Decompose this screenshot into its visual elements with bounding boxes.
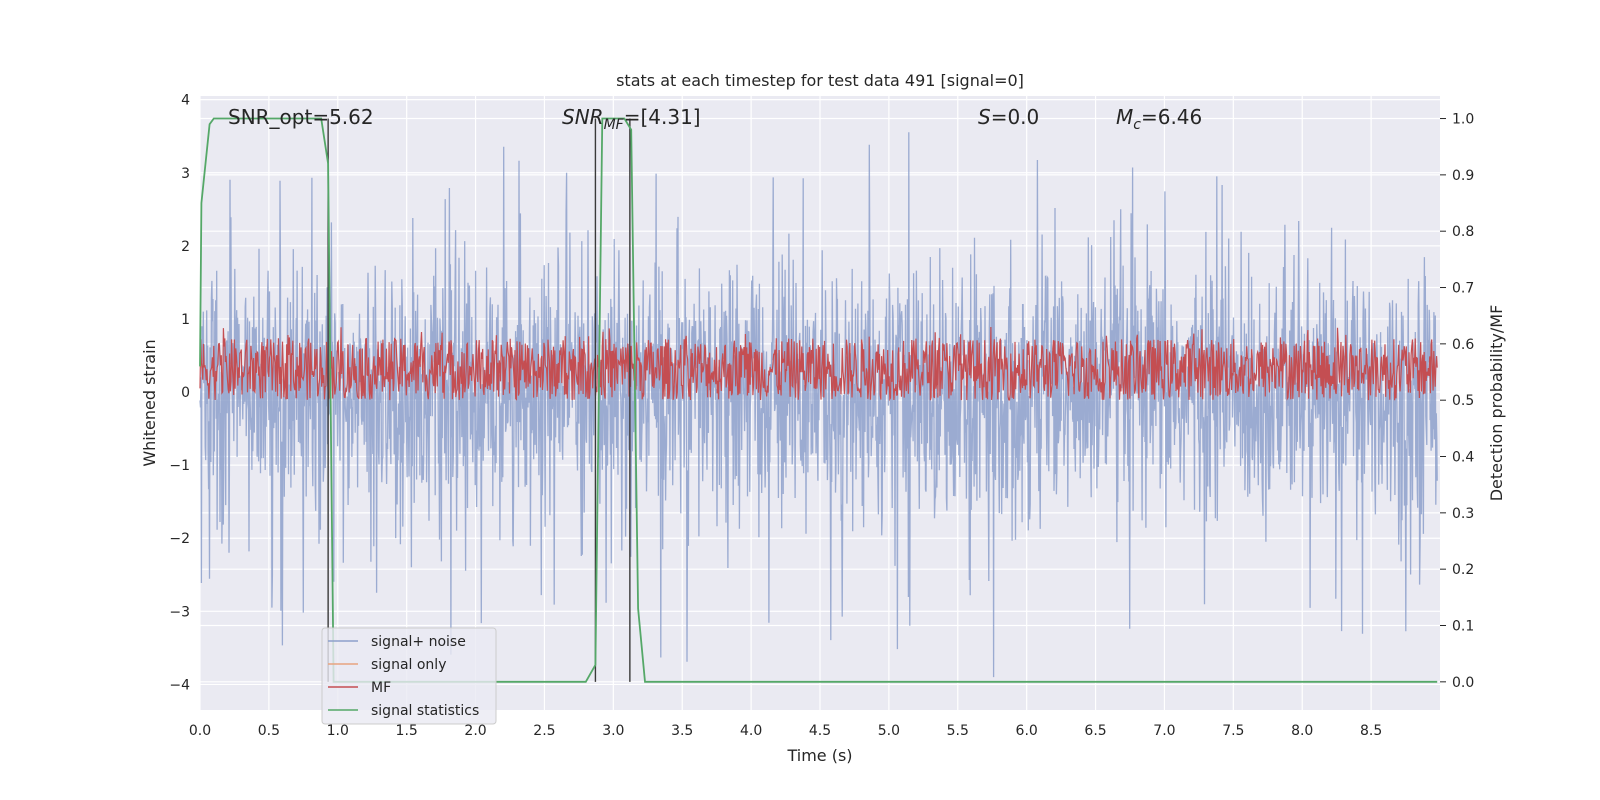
legend-label-mf: MF [371, 680, 391, 696]
y-left-axis-label: Whitened strain [140, 339, 159, 466]
mf-line [199, 326, 1438, 402]
x-tick-label: 2.5 [533, 723, 555, 739]
x-tick-label: 5.5 [947, 723, 969, 739]
snr-mf-value: =[4.31] [624, 105, 701, 129]
annotation-mc: Mc=6.46 [1116, 105, 1202, 133]
legend-box [321, 627, 497, 725]
y-right-tick-labels: 1.0 0.9 0.8 0.7 0.6 0.5 0.4 0.3 0.2 0.1 0.0 [1452, 112, 1474, 691]
x-tick-label: 3.5 [671, 723, 693, 739]
x-tick-label: 7.5 [1222, 723, 1244, 739]
x-axis-label: Time (s) [786, 746, 852, 765]
x-tick-label: 7.0 [1153, 723, 1175, 739]
x-tick-label: 5.0 [878, 723, 900, 739]
y-right-tick-label: 0.5 [1452, 393, 1474, 409]
legend-label-signal-only: signal only [371, 657, 446, 673]
series-mf [199, 326, 1438, 402]
y-right-tick-label: 0.0 [1452, 675, 1474, 691]
snr-mf-main: SNR [562, 105, 604, 129]
x-tick-label: 3.0 [602, 723, 624, 739]
y-left-tick-labels: 4 3 2 1 0 −1 −2 −3 −4 [169, 93, 190, 694]
y-right-tick-label: 1.0 [1452, 112, 1474, 128]
legend-label-stats: signal statistics [371, 703, 479, 719]
y-left-tick-label: −4 [169, 677, 190, 693]
y-left-tick-label: 1 [181, 312, 190, 328]
annotation-snr-mf: SNRMF=[4.31] [562, 105, 701, 133]
annotation-snr-opt: SNR_opt=5.62 [228, 105, 374, 129]
x-tick-label: 6.0 [1016, 723, 1038, 739]
y-left-tick-label: −3 [169, 604, 190, 620]
annotation-s: S=0.0 [978, 105, 1039, 129]
signal-statistics-line [199, 117, 1438, 683]
x-tick-label: 8.5 [1360, 723, 1382, 739]
x-tick-label: 0.0 [189, 723, 211, 739]
y-right-tick-label: 0.8 [1452, 224, 1474, 240]
mc-main: M [1116, 105, 1133, 129]
s-main: S [978, 105, 991, 129]
y-right-tick-label: 0.7 [1452, 281, 1474, 297]
y-left-tick-label: −1 [169, 458, 190, 474]
y-right-axis-label: Detection probability/MF [1487, 305, 1506, 502]
y-right-tick-label: 0.1 [1452, 619, 1474, 635]
y-right-tick-label: 0.6 [1452, 337, 1474, 353]
y-left-tick-label: 3 [181, 166, 190, 182]
legend-label-noise: signal+ noise [371, 634, 466, 650]
snr-mf-sub: MF [604, 117, 625, 133]
y-left-tick-label: −2 [169, 531, 190, 547]
x-tick-label: 0.5 [258, 723, 280, 739]
mc-sub: c [1133, 117, 1141, 133]
x-tick-label: 1.0 [327, 723, 349, 739]
x-tick-label: 4.0 [740, 723, 762, 739]
y-left-tick-label: 0 [181, 385, 190, 401]
series-signal-statistics [199, 117, 1438, 683]
y-right-tick-label: 0.4 [1452, 450, 1474, 466]
y-right-tick-label: 0.3 [1452, 506, 1474, 522]
x-tick-label: 8.0 [1291, 723, 1313, 739]
y-left-tick-label: 4 [181, 93, 190, 109]
y-left-tick-label: 2 [181, 239, 190, 255]
s-value: =0.0 [991, 105, 1040, 129]
y-right-tick-label: 0.9 [1452, 168, 1474, 184]
chart-title: stats at each timestep for test data 491… [616, 71, 1024, 90]
x-tick-label: 1.5 [396, 723, 418, 739]
mc-value: =6.46 [1141, 105, 1202, 129]
x-tick-label: 6.5 [1084, 723, 1106, 739]
x-tick-label: 4.5 [809, 723, 831, 739]
x-tick-label: 2.0 [464, 723, 486, 739]
legend: signal+ noise signal only MF signal stat… [321, 627, 497, 725]
y-right-tick-label: 0.2 [1452, 562, 1474, 578]
x-tick-labels: 0.0 0.5 1.0 1.5 2.0 2.5 3.0 3.5 4.0 4.5 5.0 5.5 6.0 6… [189, 723, 1382, 739]
